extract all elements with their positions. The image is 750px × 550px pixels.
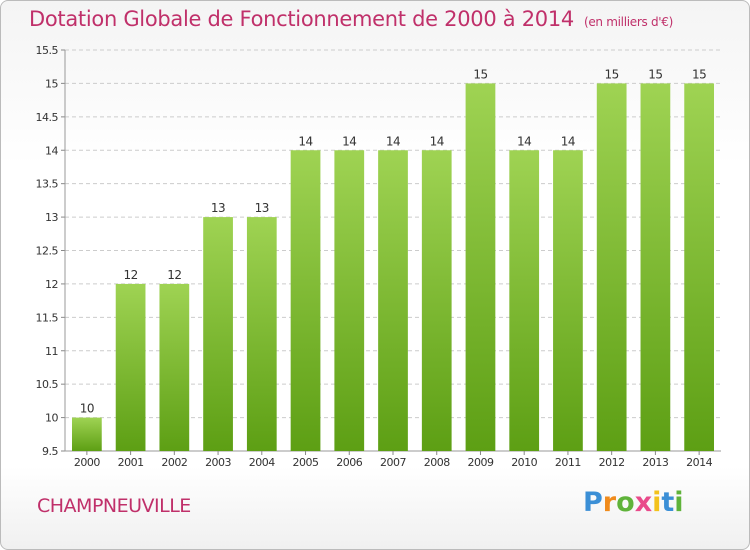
logo-letter: x (634, 487, 653, 518)
y-tick-label: 15 (45, 77, 58, 90)
bar-2000 (71, 417, 102, 451)
x-tick-label: 2013 (642, 456, 668, 469)
y-tick-label: 12 (45, 278, 58, 291)
bar-value-label: 14 (517, 134, 531, 148)
bar-2003 (203, 217, 233, 451)
chart-title: Dotation Globale de Fonctionnement de 20… (29, 7, 673, 31)
bar-2010 (509, 150, 540, 451)
bar-2007 (378, 150, 408, 451)
x-tick-label: 2009 (467, 456, 493, 469)
chart-title-text: Dotation Globale de Fonctionnement de 20… (29, 7, 574, 31)
bar-value-label: 12 (167, 268, 181, 282)
bar-value-label: 13 (211, 201, 225, 215)
bar-2002 (159, 283, 190, 451)
bar-value-label: 14 (386, 134, 400, 148)
x-tick-label: 2001 (118, 456, 144, 469)
y-tick-label: 10.5 (36, 378, 59, 391)
logo-letter: o (616, 487, 635, 518)
bar-value-label: 14 (342, 134, 356, 148)
proxiti-logo: Proxiti (583, 487, 684, 518)
bar-value-label: 15 (692, 67, 706, 81)
bar-value-label: 10 (80, 402, 94, 416)
x-tick-label: 2010 (511, 456, 537, 469)
bar-value-label: 14 (430, 134, 444, 148)
bar-value-label: 14 (298, 134, 312, 148)
x-tick-label: 2000 (74, 456, 100, 469)
y-tick-label: 10 (45, 412, 58, 425)
logo-letter: t (661, 487, 675, 518)
y-tick-label: 14 (45, 144, 58, 157)
bar-value-label: 14 (561, 134, 575, 148)
bar-2013 (640, 83, 671, 452)
bar-2004 (246, 217, 277, 451)
y-tick-label: 13 (45, 211, 58, 224)
y-tick-label: 11 (45, 345, 58, 358)
logo-letter: i (652, 487, 662, 518)
bar-2012 (596, 83, 627, 452)
chart-unit-note: (en milliers d'€) (583, 15, 673, 29)
x-tick-label: 2014 (686, 456, 712, 469)
bar-2009 (465, 83, 496, 452)
x-tick-label: 2011 (555, 456, 581, 469)
logo-letter: P (583, 487, 603, 518)
x-tick-label: 2002 (161, 456, 187, 469)
bar-2005 (290, 150, 321, 451)
bar-value-label: 13 (255, 201, 269, 215)
y-tick-label: 15.5 (36, 44, 59, 57)
x-tick-label: 2012 (599, 456, 625, 469)
x-tick-label: 2007 (380, 456, 406, 469)
bar-value-label: 15 (473, 67, 487, 81)
bar-2014 (684, 83, 715, 452)
x-tick-label: 2006 (336, 456, 362, 469)
x-tick-label: 2003 (205, 456, 231, 469)
y-tick-label: 12.5 (36, 245, 59, 258)
x-tick-label: 2004 (249, 456, 275, 469)
x-tick-label: 2008 (424, 456, 450, 469)
commune-name: CHAMPNEUVILLE (37, 495, 191, 517)
x-tick-label: 2005 (293, 456, 319, 469)
y-tick-label: 11.5 (36, 311, 59, 324)
y-tick-label: 14.5 (36, 111, 59, 124)
logo-letter: r (602, 487, 617, 518)
y-tick-label: 9.5 (42, 445, 58, 458)
logo-letter: i (674, 487, 684, 518)
bar-2001 (115, 283, 146, 451)
bar-value-label: 15 (605, 67, 619, 81)
bar-value-label: 15 (648, 67, 662, 81)
bar-2008 (421, 150, 452, 451)
y-tick-label: 13.5 (36, 178, 59, 191)
bar-2011 (553, 150, 583, 451)
bar-value-label: 12 (123, 268, 137, 282)
bar-2006 (334, 150, 365, 451)
